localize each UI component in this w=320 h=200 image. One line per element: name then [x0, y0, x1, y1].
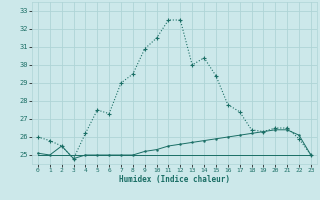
- X-axis label: Humidex (Indice chaleur): Humidex (Indice chaleur): [119, 175, 230, 184]
